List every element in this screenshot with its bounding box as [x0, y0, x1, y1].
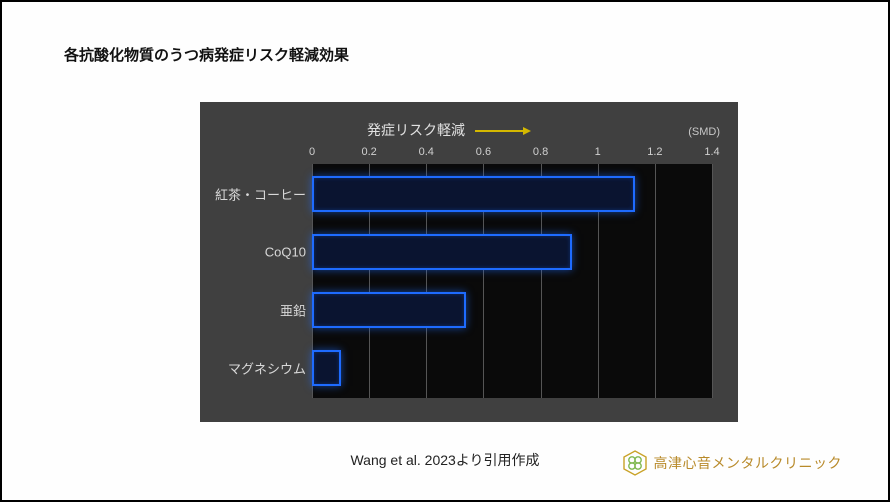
x-tick-label: 1 — [595, 146, 601, 158]
clinic-name: 高津心音メンタルクリニック — [654, 453, 843, 473]
category-label: CoQ10 — [206, 245, 306, 260]
axis-direction-label: 発症リスク軽減 — [200, 120, 698, 140]
clinic-logo-group: 高津心音メンタルクリニック — [622, 450, 843, 476]
x-tick-label: 1.2 — [647, 146, 662, 158]
category-label: マグネシウム — [206, 359, 306, 378]
bar — [312, 176, 635, 212]
plot-area — [312, 164, 712, 398]
x-tick-label: 1.4 — [704, 146, 719, 158]
x-tick-label: 0 — [309, 146, 315, 158]
x-tick-label: 0.8 — [533, 146, 548, 158]
grid-line — [655, 164, 656, 398]
axis-label-text: 発症リスク軽減 — [367, 122, 465, 138]
clinic-logo-icon — [622, 450, 648, 476]
page-title: 各抗酸化物質のうつ病発症リスク軽減効果 — [64, 44, 349, 65]
category-label: 紅茶・コーヒー — [206, 185, 306, 204]
x-tick-labels: 00.20.40.60.811.21.4 — [312, 146, 712, 162]
x-tick-label: 0.6 — [476, 146, 491, 158]
grid-line — [712, 164, 713, 398]
arrow-right-icon — [475, 123, 531, 139]
bar — [312, 234, 572, 270]
chart-panel: 発症リスク軽減 (SMD) 0 0.2 0.4 0.6 0.8 1 1.2 1.4 紅茶・コー… — [200, 102, 738, 422]
unit-label: (SMD) — [688, 126, 720, 138]
bar — [312, 292, 466, 328]
category-label: 亜鉛 — [206, 301, 306, 320]
bar — [312, 350, 341, 386]
x-tick-label: 0.4 — [419, 146, 434, 158]
x-tick-label: 0.2 — [361, 146, 376, 158]
